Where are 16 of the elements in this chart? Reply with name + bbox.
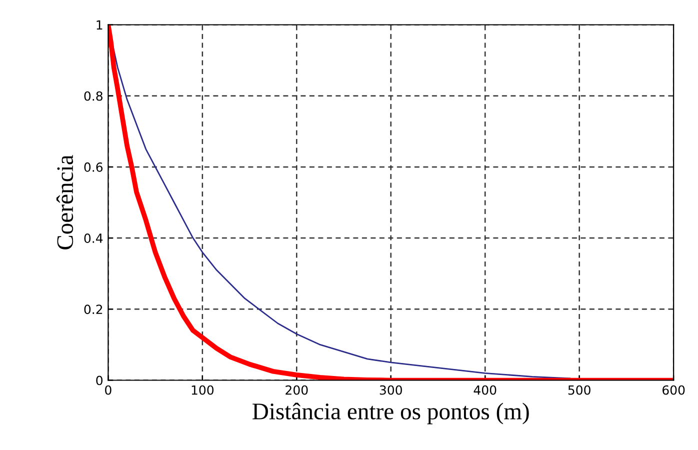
x-tick-label: 400 bbox=[474, 385, 496, 395]
y-tick-label: 0.4 bbox=[84, 234, 103, 243]
x-axis-title: Distância entre os pontos (m) bbox=[252, 402, 529, 424]
y-tick-label: 0.2 bbox=[84, 304, 102, 314]
y-axis-title: Coerência bbox=[56, 154, 74, 250]
x-tick-label: 600 bbox=[662, 385, 685, 395]
x-tick-label: 500 bbox=[568, 385, 590, 395]
line-series bbox=[108, 24, 674, 380]
x-tick-label: 0 bbox=[105, 385, 112, 395]
x-tick-label: 200 bbox=[286, 385, 308, 395]
y-tick-label: 1 bbox=[96, 20, 102, 30]
y-tick-label: 0 bbox=[96, 376, 102, 386]
x-tick-label: 100 bbox=[192, 385, 214, 395]
y-tick-label: 0.8 bbox=[84, 91, 102, 101]
x-tick-label: 300 bbox=[380, 385, 402, 395]
y-tick-label: 0.6 bbox=[84, 162, 103, 172]
